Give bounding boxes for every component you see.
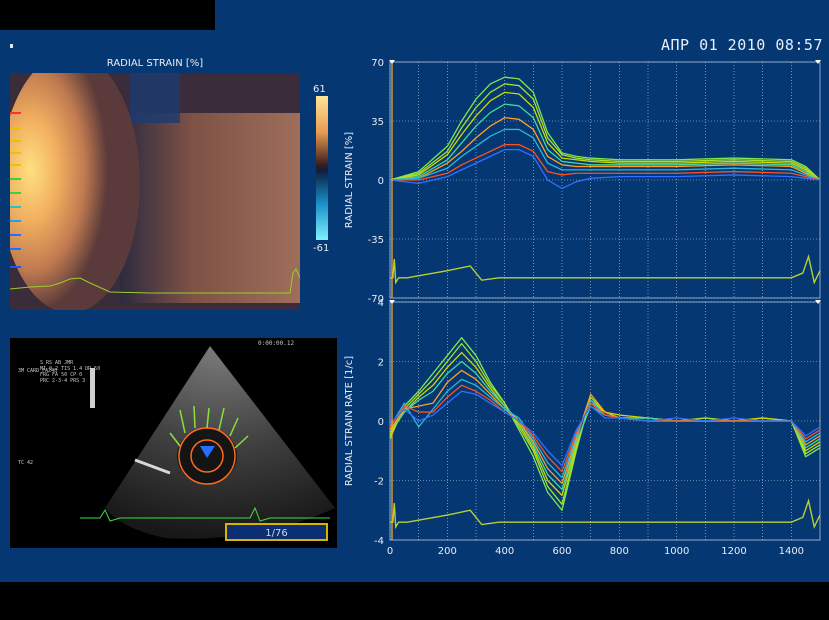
cursor-heart-icon bbox=[389, 300, 395, 304]
series-line bbox=[389, 337, 821, 511]
y-tick-label: 4 bbox=[378, 298, 384, 309]
x-tick-label: 0 bbox=[387, 546, 393, 557]
tracking-inner-ring bbox=[190, 439, 224, 473]
x-tick-label: 200 bbox=[438, 546, 457, 557]
probe-label: 3M CARD FA240 bbox=[18, 368, 57, 374]
x-tick-label: 400 bbox=[495, 546, 514, 557]
gray-scale-bar bbox=[90, 368, 95, 408]
status-mark bbox=[10, 44, 13, 48]
series-line bbox=[389, 378, 821, 479]
series-line bbox=[389, 384, 821, 473]
echo-timer: 0:00:00.12 bbox=[258, 340, 295, 347]
x-tick-label: 800 bbox=[610, 546, 629, 557]
segment-tick-markers bbox=[10, 73, 22, 310]
series-line bbox=[389, 149, 821, 190]
mmode-strain-map[interactable] bbox=[10, 73, 300, 310]
mmode-title: RADIAL STRAIN [%] bbox=[106, 58, 204, 69]
series-line bbox=[389, 103, 821, 181]
series-line bbox=[389, 91, 821, 181]
y-tick-label: 0 bbox=[378, 417, 384, 428]
echo-overlay-1: S RS AB JMR bbox=[40, 360, 74, 366]
y-tick-label: -70 bbox=[368, 294, 384, 305]
echo-ecg-trace bbox=[80, 506, 330, 522]
y-tick-label: -2 bbox=[374, 477, 384, 488]
colorbar-min-label: -61 bbox=[313, 243, 330, 254]
y-tick-label: 35 bbox=[371, 117, 384, 128]
segment-tick bbox=[10, 266, 21, 268]
segment-tick bbox=[10, 248, 21, 250]
cursor-heart-icon bbox=[815, 300, 821, 304]
y-axis-label: RADIAL STRAIN [%] bbox=[344, 132, 355, 228]
datetime-label: АПР 01 2010 08:57 bbox=[660, 36, 823, 54]
segment-tick bbox=[10, 152, 21, 154]
depth-label: TC 42 bbox=[18, 460, 33, 466]
series-line bbox=[389, 360, 821, 491]
colorbar-max-label: 61 bbox=[313, 84, 326, 95]
series-line bbox=[390, 143, 821, 181]
y-axis-label: RADIAL STRAIN RATE [1/c] bbox=[344, 356, 355, 486]
echo-overlay-2: MI 0.2 TIS 1.4 DR 50 bbox=[40, 366, 100, 372]
segment-tick bbox=[10, 192, 21, 194]
series-line bbox=[389, 76, 821, 181]
colorbar bbox=[316, 96, 328, 240]
series-line bbox=[389, 128, 821, 181]
mmode-ecg-trace bbox=[10, 268, 300, 294]
series-line bbox=[389, 116, 821, 181]
center-marker-icon bbox=[200, 446, 215, 458]
echo-artifact bbox=[134, 458, 171, 475]
series-line bbox=[389, 83, 821, 181]
series-line bbox=[389, 351, 821, 497]
ecg-trace bbox=[390, 253, 821, 285]
frame-indicator[interactable]: 1/76 bbox=[225, 523, 328, 541]
y-tick-label: -35 bbox=[368, 235, 384, 246]
top-black-bar bbox=[0, 0, 215, 30]
segment-tick bbox=[10, 164, 21, 166]
x-tick-label: 1400 bbox=[779, 546, 804, 557]
segment-tick bbox=[10, 140, 21, 142]
y-tick-label: 70 bbox=[371, 58, 384, 69]
segment-tick bbox=[10, 220, 21, 222]
series-line bbox=[389, 390, 821, 467]
plot-frame bbox=[389, 61, 821, 299]
x-tick-label: 1200 bbox=[721, 546, 746, 557]
segment-tick bbox=[10, 112, 21, 114]
series-line bbox=[389, 369, 821, 485]
echo-overlay-3: FRG FA 50 CP 0 bbox=[40, 372, 82, 378]
cursor-heart-icon bbox=[389, 60, 395, 64]
segment-tick bbox=[10, 234, 21, 236]
segment-tick bbox=[10, 206, 21, 208]
ecg-trace bbox=[390, 498, 821, 530]
y-tick-label: 2 bbox=[378, 358, 384, 369]
x-tick-label: 1000 bbox=[664, 546, 689, 557]
y-tick-label: -4 bbox=[374, 536, 384, 547]
x-tick-label: 600 bbox=[552, 546, 571, 557]
y-tick-label: 0 bbox=[378, 176, 384, 187]
segment-tick bbox=[10, 178, 21, 180]
segment-tick bbox=[10, 128, 21, 130]
echo-image-panel[interactable]: S RS AB JMR MI 0.2 TIS 1.4 DR 50 FRG FA … bbox=[10, 338, 337, 548]
echo-overlay-4: PRC 2-3-4 PRS 3 bbox=[40, 378, 85, 384]
cursor-heart-icon bbox=[815, 60, 821, 64]
